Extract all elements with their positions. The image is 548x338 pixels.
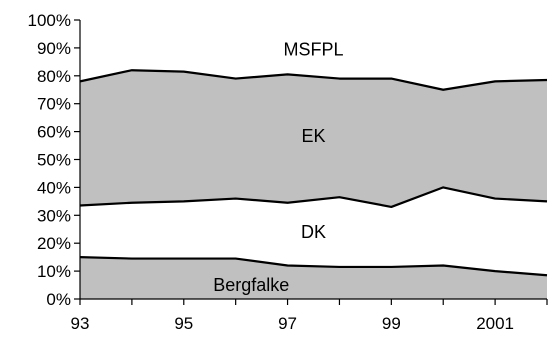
region-label-msfpl: MSFPL	[283, 39, 343, 59]
y-tick-label: 80%	[37, 67, 71, 86]
line-dk-top	[79, 186, 548, 209]
y-tick-label: 50%	[37, 151, 71, 170]
line-bergfalke-top	[79, 256, 548, 277]
region-label-bergfalke: Bergfalke	[213, 275, 289, 295]
x-tick-label: 97	[278, 314, 297, 333]
y-tick-label: 90%	[37, 39, 71, 58]
area-ek	[80, 70, 547, 207]
line-ek-top	[79, 69, 548, 91]
region-labels: MSFPL EK DK Bergfalke	[213, 39, 343, 295]
y-tick-label: 30%	[37, 206, 71, 225]
area-bergfalke	[80, 257, 547, 299]
y-tick-label: 40%	[37, 178, 71, 197]
x-tick-label: 95	[174, 314, 193, 333]
plot-area	[80, 20, 547, 299]
x-tick-label: 2001	[476, 314, 514, 333]
area-dk	[80, 187, 547, 276]
boundary-lines	[79, 69, 548, 277]
x-tick-label: 93	[71, 314, 90, 333]
y-tick-label: 100%	[28, 11, 71, 30]
region-label-ek: EK	[301, 126, 325, 146]
axes: 0% 10% 20% 30% 40% 50% 60% 70% 80% 90% 100% 93 95 97 9…	[28, 11, 548, 333]
x-tick-label: 99	[382, 314, 401, 333]
y-tick-label: 0%	[46, 290, 71, 309]
y-tick-label: 20%	[37, 234, 71, 253]
y-tick-label: 70%	[37, 95, 71, 114]
y-tick-label: 60%	[37, 123, 71, 142]
region-label-dk: DK	[301, 222, 326, 242]
y-tick-label: 10%	[37, 262, 71, 281]
